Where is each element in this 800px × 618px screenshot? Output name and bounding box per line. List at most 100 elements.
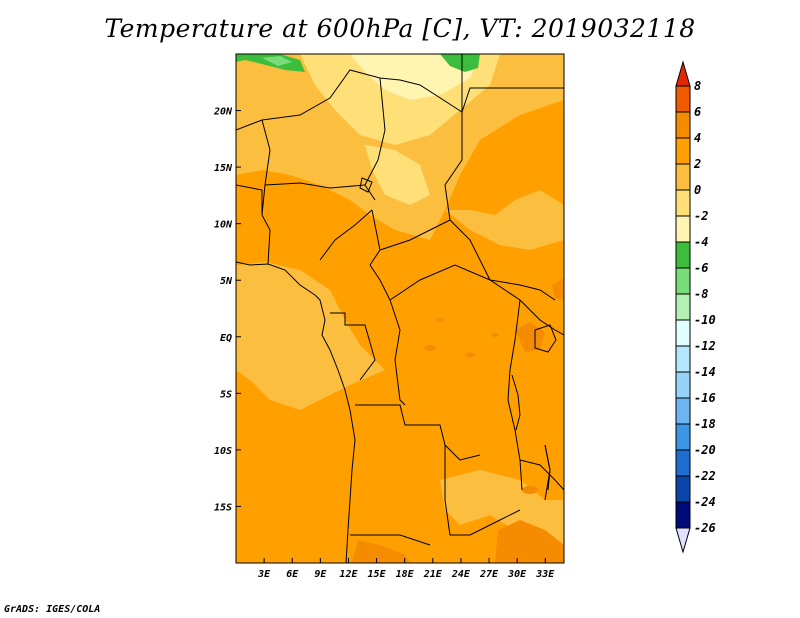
border-zambia-mozambique [519,459,564,491]
longitude-ticks: 3E 6E 9E 12E 15E 18E 21E 24E 27E 30E 33E [257,558,555,580]
border-drc-angola [355,404,481,461]
lake-victoria [534,324,557,353]
field-spot-hot-1 [424,345,436,351]
border-sudan-south [489,279,556,301]
colorbar-segment [675,85,691,113]
colorbar-level-label: -20 [694,443,716,457]
border-libya-sudan [461,54,564,113]
colorbar-level-label: 6 [694,105,701,119]
colorbar-segment [675,345,691,373]
border-cameroon-car [369,209,391,301]
map-title: Temperature at 600hPa [C], VT: 201903211… [104,14,696,43]
colorbar-segment [675,215,691,243]
lon-tick-label: 15E [368,569,387,580]
lon-tick-label: 6E [286,569,299,580]
field-zone-west-coast [236,262,385,410]
border-east-africa [519,299,564,336]
border-angola-zambia [444,445,470,536]
colorbar-segment [675,371,691,399]
colorbar-level-label: 0 [694,183,701,197]
border-gabon-congo [330,312,376,381]
field-zone-hot-edge [552,278,564,300]
colorbar-segment [675,475,691,503]
lat-tick-label: 15S [214,502,232,513]
colorbar-segment [675,111,691,139]
colorbar-level-label: -8 [694,287,708,301]
lon-tick-label: 30E [507,569,527,580]
temperature-field [236,54,564,563]
border-car-south [389,264,521,301]
colorbar-level-label: -14 [694,365,716,379]
colorbar-level-label: -12 [694,339,716,353]
field-spot-hot-3 [436,318,444,322]
colorbar-segment [675,189,691,217]
border-west-africa-1 [236,119,271,216]
field-zone-hot-southeast [495,520,564,563]
lake-malawi [544,444,551,491]
map-figure: 3E 6E 9E 12E 15E 18E 21E 24E 27E 30E 33E 20N 15N 10N… [213,53,716,580]
field-zone-sahel [365,145,430,205]
colorbar-level-label: -18 [694,417,716,431]
colorbar-level-label: 8 [694,79,701,93]
lake-tanganyika [511,374,521,431]
colorbar-level-label: -4 [694,235,708,249]
field-zone-lightgreen [262,56,292,66]
colorbar-level-label: -2 [694,209,708,223]
border-nigeria-cameroon [319,209,373,261]
colorbar-segment [675,293,691,321]
lake-chad [359,177,373,193]
border-angola-namibia [350,534,431,546]
lat-tick-label: 5S [220,389,232,400]
field-spot-hot-2 [465,352,475,358]
lat-tick-label: 10N [214,220,233,231]
colorbar-level-label: 2 [693,157,701,171]
border-car-chad [379,219,451,251]
country-borders [236,54,564,563]
lon-tick-label: 21E [423,569,443,580]
border-west-africa-2 [261,214,271,265]
colorbar-segment [675,501,691,529]
coastline-west [236,261,356,563]
border-zambia-zimbabwe [469,509,521,536]
colorbar-segment [675,449,691,477]
lon-tick-label: 3E [257,569,271,580]
lat-tick-label: EQ [220,333,232,344]
colorbar-level-label: -16 [694,391,716,405]
map-frame [235,53,565,564]
colorbar-level-label: 4 [694,131,701,145]
colorbar-level-label: -6 [694,261,708,275]
colorbar-segment [675,423,691,451]
colorbar-level-label: -26 [694,521,716,535]
colorbar-level-label: -24 [694,495,716,509]
latitude-ticks: 20N 15N 10N 5N EQ 5S 10S 15S [213,107,241,513]
colorbar-level-label: -10 [694,313,716,327]
lon-tick-label: 33E [535,569,555,580]
colorbar-segment [675,163,691,191]
colorbar: 8 6 4 2 0 -2 -4 -6 -8 -10 -12 -14 -16 -18 -20 -22 -24 -26 [675,60,716,554]
lon-tick-label: 24E [451,569,471,580]
lat-tick-label: 10S [214,446,232,457]
field-zone-green-east [440,54,480,72]
border-chad-sudan [444,112,491,281]
field-zone-north [350,54,480,100]
lon-tick-label: 9E [314,569,327,580]
border-sahara-north [261,69,463,121]
field-spot-hot-5 [522,486,538,494]
lat-tick-label: 15N [214,163,233,174]
field-zone-east [445,190,564,250]
field-zone-northwest [236,54,564,240]
lon-tick-label: 18E [396,569,415,580]
colorbar-level-label: -22 [694,469,716,483]
field-spot-hot-4 [491,333,499,337]
colorbar-segment [675,319,691,347]
field-zone-hot-southwest [352,540,410,563]
border-congo-drc [389,299,406,406]
lon-tick-label: 12E [339,569,358,580]
lat-tick-label: 5N [220,276,233,287]
lat-tick-label: 20N [213,107,233,118]
border-west-africa-3 [236,184,263,215]
lon-tick-label: 27E [479,569,499,580]
border-nigeria-niger [264,182,366,189]
colorbar-segment [675,137,691,165]
field-zone-green-west [236,54,305,72]
